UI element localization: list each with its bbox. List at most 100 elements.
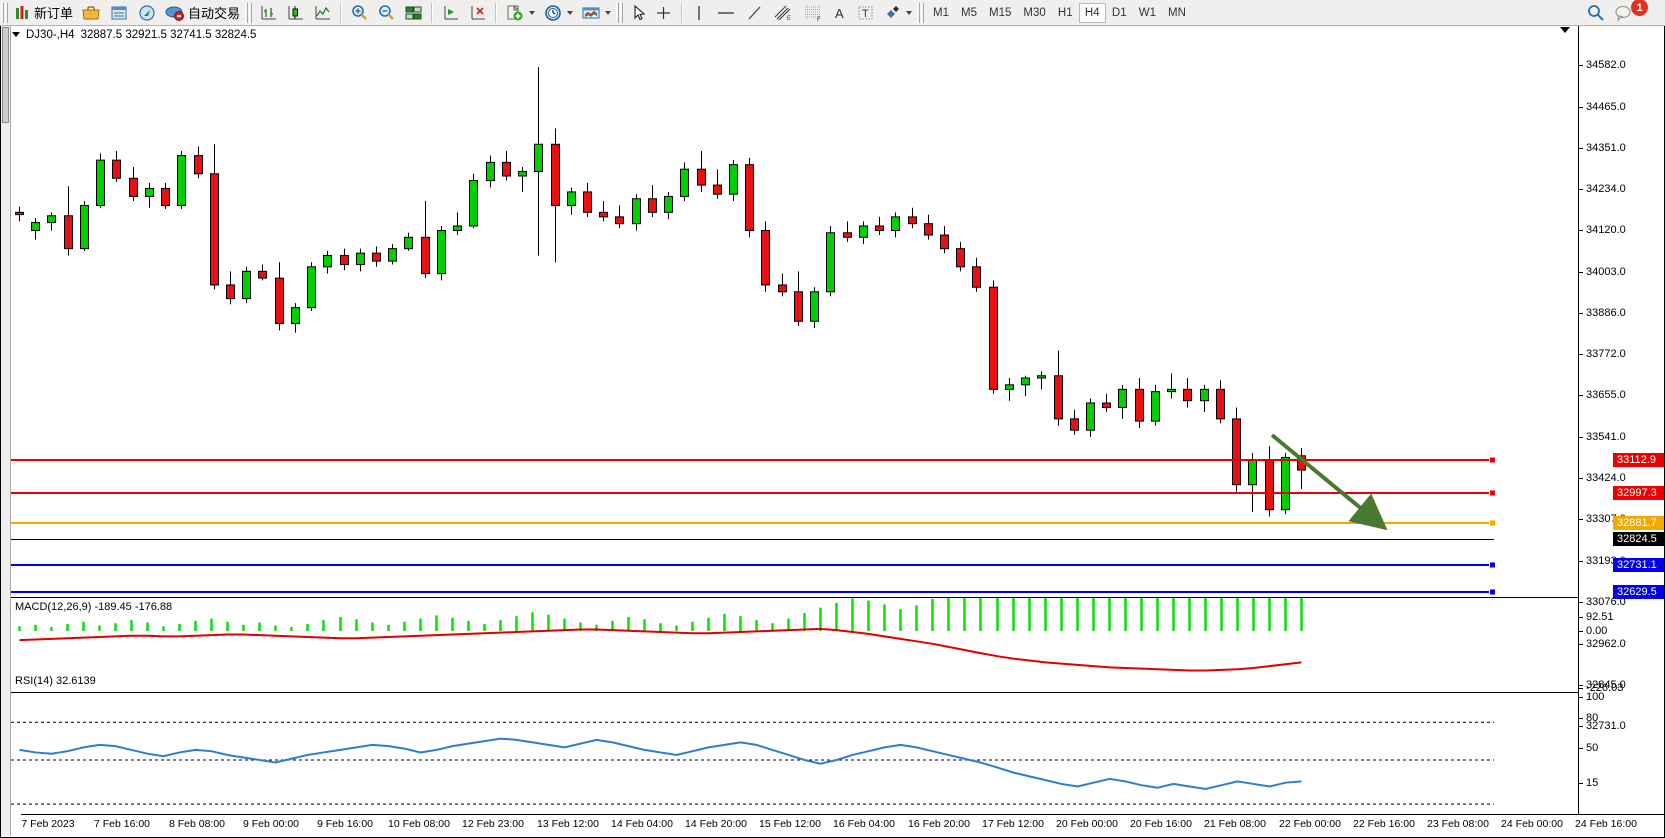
- period-button[interactable]: [539, 2, 577, 24]
- fibonacci-icon: F: [805, 6, 821, 22]
- svg-text:E: E: [787, 16, 791, 22]
- level-tag-resistance-2[interactable]: 32997.3: [1613, 486, 1664, 500]
- data-window-icon: [111, 6, 127, 19]
- zoom-in-button[interactable]: [346, 2, 373, 24]
- objects-button[interactable]: [879, 2, 916, 24]
- level-tag-last-price[interactable]: 32824.5: [1613, 532, 1664, 546]
- time-axis-label: 21 Feb 08:00: [1204, 818, 1266, 830]
- level-tag-pivot[interactable]: 32881.7: [1613, 516, 1664, 530]
- trendline-button[interactable]: [741, 2, 768, 24]
- hline-button[interactable]: [711, 2, 741, 24]
- chart-type-grip[interactable]: [245, 2, 253, 23]
- toolbar-separator-2: [431, 2, 434, 23]
- cursor-button[interactable]: [626, 2, 650, 24]
- price-scale-caret-icon[interactable]: [1560, 27, 1570, 33]
- macd-series: [18, 598, 1303, 672]
- level-line-support-1[interactable]: [11, 564, 1494, 566]
- crosshair-button[interactable]: [650, 2, 677, 24]
- time-axis[interactable]: 7 Feb 2023 7 Feb 16:00 8 Feb 08:00 9 Feb 00…: [21, 814, 1664, 837]
- chevron-down-icon[interactable]: [529, 10, 536, 15]
- price-tick: [1579, 437, 1583, 438]
- timeframe-h1[interactable]: H1: [1057, 6, 1073, 19]
- price-tick: [1579, 688, 1583, 689]
- level-handle-support-2[interactable]: [1489, 588, 1496, 596]
- timeframe-m1[interactable]: M1: [933, 6, 950, 19]
- tile-windows-button[interactable]: [400, 2, 427, 24]
- line-chart-button[interactable]: [309, 2, 336, 24]
- svg-text:F: F: [817, 17, 821, 22]
- equidistant-channel-button[interactable]: E: [768, 2, 798, 24]
- text-button[interactable]: A: [828, 2, 852, 24]
- vline-button[interactable]: [687, 2, 711, 24]
- notification-button[interactable]: 1: [1610, 0, 1665, 24]
- level-tag-support-2[interactable]: 32629.5: [1613, 585, 1664, 599]
- level-handle-pivot[interactable]: [1489, 519, 1496, 527]
- briefcase-button[interactable]: [77, 2, 105, 24]
- new-order-button[interactable]: 新订单: [11, 2, 77, 24]
- level-handle-resistance-2[interactable]: [1489, 489, 1496, 497]
- timeframe-m5[interactable]: M5: [961, 6, 977, 19]
- zoom-out-button[interactable]: [373, 2, 400, 24]
- candlestick-series: [15, 67, 1306, 517]
- price-tick-label: 32962.0: [1586, 638, 1626, 650]
- navigator-button[interactable]: [133, 2, 161, 24]
- search-button[interactable]: [1582, 2, 1610, 24]
- chevron-down-icon-4[interactable]: [906, 10, 913, 15]
- drawing-tools-grip[interactable]: [616, 2, 624, 23]
- candlestick-chart-button[interactable]: [282, 2, 309, 24]
- toolbar-grip[interactable]: [1, 2, 8, 23]
- new-indicator-button[interactable]: [501, 2, 539, 24]
- timeframe-d1[interactable]: D1: [1111, 6, 1127, 19]
- autotrading-button[interactable]: 自动交易: [161, 2, 244, 24]
- price-tick-label: 15: [1586, 777, 1599, 789]
- price-tick-label: 33886.0: [1586, 307, 1626, 319]
- trendline-icon: [748, 6, 761, 19]
- level-line-resistance-2[interactable]: [11, 492, 1494, 494]
- timeframe-grip[interactable]: [917, 2, 925, 23]
- level-line-last-price[interactable]: [11, 538, 1494, 540]
- bar-chart-button[interactable]: [255, 2, 282, 24]
- macd-separator-bottom: [11, 692, 1578, 693]
- price-tick: [1579, 726, 1583, 727]
- toolbar-separator-4: [681, 2, 684, 23]
- level-tag-support-1[interactable]: 32731.1: [1613, 558, 1664, 572]
- vertical-scrollbar[interactable]: [1, 26, 11, 836]
- templates-button[interactable]: [577, 2, 615, 24]
- chart-menu-icon[interactable]: [12, 32, 20, 37]
- price-tick: [1579, 685, 1583, 686]
- level-handle-support-1[interactable]: [1489, 561, 1496, 569]
- time-axis-label: 14 Feb 20:00: [685, 818, 747, 830]
- price-tick: [1579, 519, 1583, 520]
- timeframe-m15[interactable]: M15: [989, 6, 1012, 19]
- level-handle-resistance-1[interactable]: [1489, 456, 1496, 464]
- level-line-support-2[interactable]: [11, 591, 1494, 593]
- timeframe-mn[interactable]: MN: [1168, 6, 1186, 19]
- timeframe-w1[interactable]: W1: [1138, 6, 1156, 19]
- timeframe-m30[interactable]: M30: [1023, 6, 1046, 19]
- scrollbar-thumb[interactable]: [2, 27, 9, 123]
- price-tick: [1579, 602, 1583, 603]
- shift-end-button[interactable]: [437, 2, 464, 24]
- data-window-button[interactable]: [105, 2, 133, 24]
- chart-window[interactable]: DJ30-,H4 32887.5 32921.5 32741.5 32824.5…: [0, 26, 1665, 838]
- level-line-resistance-1[interactable]: [11, 459, 1494, 461]
- chevron-down-icon-2[interactable]: [567, 10, 574, 15]
- tile-windows-icon: [405, 6, 422, 19]
- objects-icon: [887, 5, 900, 18]
- chevron-down-icon-3[interactable]: [605, 10, 612, 15]
- level-tag-resistance-1[interactable]: 33112.9: [1613, 453, 1664, 467]
- plot-area[interactable]: 34582.0 34465.0 34351.0 34234.0 34120.0 34003…: [11, 26, 1664, 837]
- time-axis-label: 12 Feb 23:00: [462, 818, 524, 830]
- text-label-button[interactable]: T: [852, 2, 879, 24]
- bar-chart-icon: [261, 5, 277, 19]
- price-tick-label: 33076.0: [1586, 596, 1626, 608]
- price-tick: [1579, 697, 1583, 698]
- price-tick: [1579, 631, 1583, 632]
- level-line-pivot[interactable]: [11, 522, 1494, 524]
- fibonacci-button[interactable]: F: [798, 2, 828, 24]
- autoscroll-button[interactable]: [464, 2, 491, 24]
- price-axis[interactable]: 34582.0 34465.0 34351.0 34234.0 34120.0 34003…: [1578, 26, 1664, 836]
- timeframe-h4[interactable]: H4: [1078, 2, 1106, 23]
- time-axis-label: 7 Feb 16:00: [93, 818, 151, 830]
